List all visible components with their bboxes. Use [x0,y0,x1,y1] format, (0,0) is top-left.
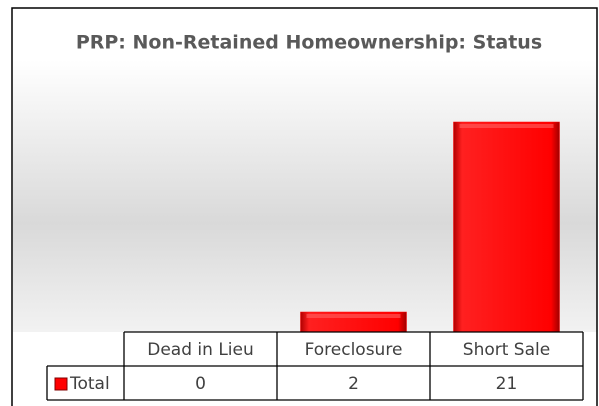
bar [453,121,560,333]
legend-label: Total [69,374,110,394]
bar-top [459,124,554,128]
category-label: Dead in Lieu [147,340,254,360]
bar-top [306,314,401,318]
chart-frame [11,7,598,406]
category-label: Foreclosure [305,340,403,360]
table-value: 21 [496,374,518,394]
chart-title: PRP: Non-Retained Homeownership: Status [76,32,542,54]
category-label: Short Sale [463,340,550,360]
table-value: 0 [195,374,206,394]
legend-key [54,377,68,391]
table-value: 2 [348,374,359,394]
